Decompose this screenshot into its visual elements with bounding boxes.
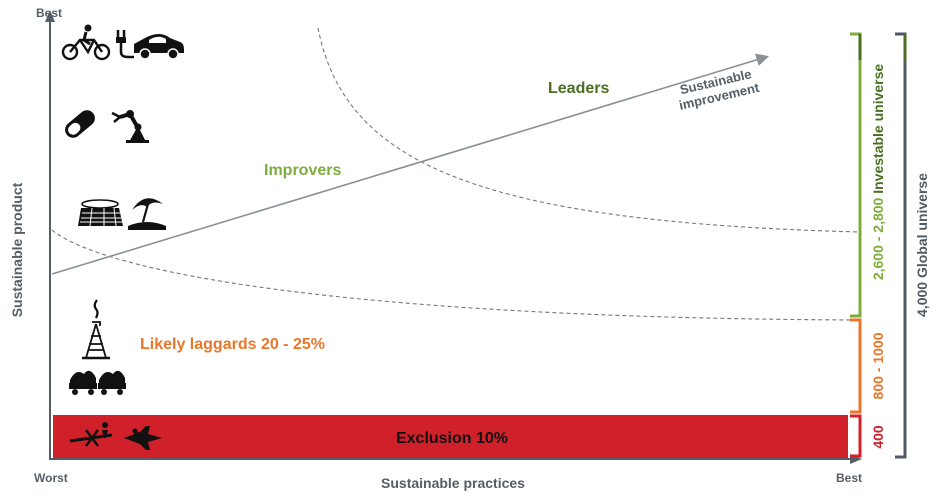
global-universe-label: 4,000 Global universe — [914, 173, 930, 317]
leaders-label: Leaders — [548, 80, 609, 97]
laggards-label: Likely laggards 20 - 25% — [140, 336, 325, 353]
improvers-label: Improvers — [264, 162, 341, 179]
laggard-count-label: 800 - 1000 — [870, 332, 886, 399]
pill-icon — [65, 110, 95, 138]
oil-rig-icon — [82, 299, 110, 360]
investable-universe-label: 2,600 - 2,800 Investable universe — [870, 64, 886, 281]
investable-label: Investable universe — [870, 64, 886, 198]
coal-cart-icon — [69, 370, 126, 395]
beach-umbrella-icon — [128, 198, 166, 230]
x-axis-title: Sustainable practices — [381, 475, 525, 491]
improvers-frontier-curve — [51, 229, 861, 321]
excluded-bracket — [850, 414, 862, 458]
investable-count: 2,600 - 2,800 — [870, 197, 886, 280]
bicycle-icon — [61, 24, 111, 61]
exclusion-band — [53, 415, 848, 458]
x-axis-worst-label: Worst — [34, 471, 68, 485]
x-axis-best-label: Best — [836, 471, 862, 485]
y-axis-arrow — [45, 10, 55, 22]
weapon-icon — [69, 422, 113, 447]
laggard-bracket — [850, 318, 862, 414]
fighter-jet-icon — [124, 426, 162, 450]
robot-arm-icon — [111, 110, 149, 143]
sustainable-improvement-arrow — [51, 53, 770, 275]
y-axis-best-label: Best — [36, 6, 62, 20]
electric-car-icon — [116, 30, 184, 60]
exclusion-label: Exclusion 10% — [396, 430, 508, 447]
investable-bracket — [850, 32, 862, 318]
leaders-frontier-curve — [317, 27, 861, 233]
y-axis-title: Sustainable product — [9, 182, 25, 317]
excluded-count-label: 400 — [870, 425, 886, 449]
global-bracket — [895, 32, 907, 459]
solar-panel-icon — [78, 199, 123, 227]
